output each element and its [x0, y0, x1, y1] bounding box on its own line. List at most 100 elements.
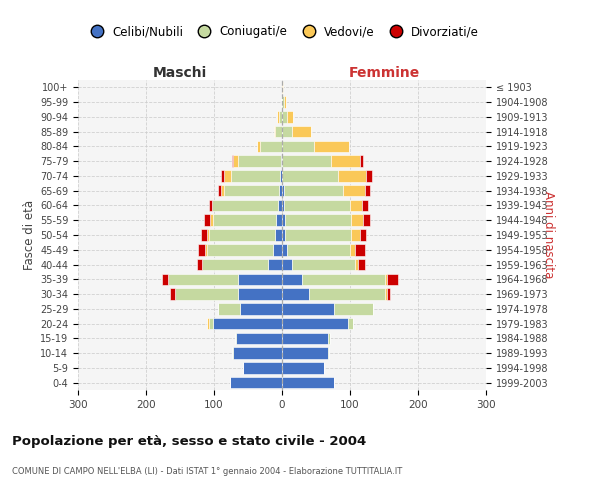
Bar [282, 111, 287, 122]
Bar [385, 288, 387, 300]
Bar [230, 377, 282, 388]
Bar [275, 229, 282, 241]
Bar [209, 318, 212, 330]
Bar [338, 170, 367, 181]
Bar [282, 214, 286, 226]
Bar [314, 140, 349, 152]
Bar [282, 82, 283, 93]
Bar [206, 229, 209, 241]
Bar [350, 200, 362, 211]
Bar [284, 96, 286, 108]
Bar [282, 274, 302, 285]
Bar [212, 318, 282, 330]
Bar [224, 170, 231, 181]
Bar [282, 126, 292, 138]
Bar [221, 185, 224, 196]
Bar [352, 229, 359, 241]
Bar [210, 214, 214, 226]
Bar [232, 348, 233, 359]
Bar [282, 244, 287, 256]
Bar [205, 244, 207, 256]
Bar [218, 185, 221, 196]
Bar [209, 200, 212, 211]
Bar [201, 229, 206, 241]
Bar [348, 318, 353, 330]
Y-axis label: Fasce di età: Fasce di età [23, 200, 36, 270]
Bar [286, 229, 352, 241]
Bar [358, 259, 365, 270]
Bar [232, 156, 233, 167]
Bar [224, 185, 279, 196]
Bar [281, 156, 282, 167]
Bar [233, 156, 238, 167]
Bar [278, 111, 282, 122]
Bar [292, 259, 355, 270]
Bar [221, 170, 224, 181]
Bar [284, 200, 350, 211]
Bar [268, 259, 282, 270]
Bar [350, 244, 355, 256]
Bar [365, 185, 370, 196]
Bar [287, 111, 293, 122]
Bar [282, 259, 292, 270]
Bar [287, 244, 350, 256]
Bar [170, 288, 175, 300]
Bar [276, 214, 282, 226]
Bar [274, 126, 275, 138]
Bar [197, 259, 202, 270]
Bar [236, 332, 282, 344]
Bar [282, 332, 328, 344]
Bar [282, 170, 338, 181]
Bar [212, 200, 278, 211]
Text: Maschi: Maschi [153, 66, 207, 80]
Bar [334, 303, 373, 314]
Bar [207, 318, 209, 330]
Bar [282, 156, 331, 167]
Bar [388, 274, 398, 285]
Bar [359, 229, 367, 241]
Bar [235, 332, 236, 344]
Bar [169, 274, 238, 285]
Bar [277, 111, 278, 122]
Bar [278, 200, 282, 211]
Bar [243, 362, 282, 374]
Bar [280, 170, 282, 181]
Text: Femmine: Femmine [349, 66, 419, 80]
Bar [209, 229, 275, 241]
Bar [355, 259, 358, 270]
Bar [302, 274, 385, 285]
Bar [279, 185, 282, 196]
Bar [367, 170, 372, 181]
Text: COMUNE DI CAMPO NELL'ELBA (LI) - Dati ISTAT 1° gennaio 2004 - Elaborazione TUTTI: COMUNE DI CAMPO NELL'ELBA (LI) - Dati IS… [12, 468, 402, 476]
Bar [355, 244, 365, 256]
Bar [282, 140, 314, 152]
Bar [199, 244, 205, 256]
Bar [292, 126, 311, 138]
Bar [331, 156, 359, 167]
Bar [260, 140, 282, 152]
Bar [282, 318, 348, 330]
Bar [282, 377, 334, 388]
Bar [207, 244, 273, 256]
Bar [282, 229, 286, 241]
Legend: Celibi/Nubili, Coniugati/e, Vedovi/e, Divorziati/e: Celibi/Nubili, Coniugati/e, Vedovi/e, Di… [80, 20, 484, 43]
Bar [273, 244, 282, 256]
Bar [282, 288, 309, 300]
Bar [238, 274, 282, 285]
Bar [286, 214, 352, 226]
Bar [359, 156, 363, 167]
Bar [240, 303, 282, 314]
Bar [161, 274, 169, 285]
Bar [328, 332, 329, 344]
Bar [275, 126, 282, 138]
Text: Popolazione per età, sesso e stato civile - 2004: Popolazione per età, sesso e stato civil… [12, 435, 366, 448]
Bar [257, 140, 260, 152]
Bar [284, 185, 343, 196]
Bar [387, 288, 390, 300]
Bar [231, 170, 280, 181]
Bar [238, 288, 282, 300]
Y-axis label: Anni di nascita: Anni di nascita [542, 192, 556, 278]
Bar [233, 348, 282, 359]
Bar [328, 348, 329, 359]
Bar [218, 303, 240, 314]
